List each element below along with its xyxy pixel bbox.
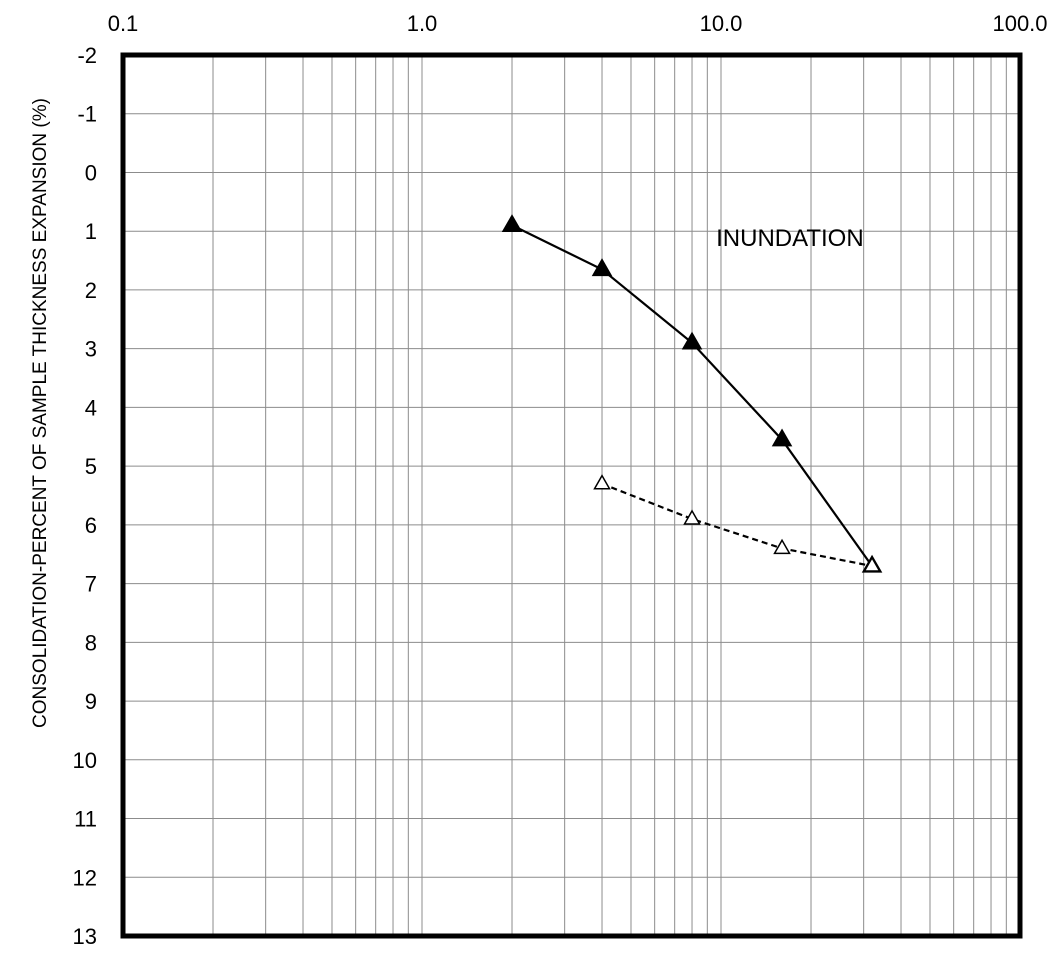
y-tick-label: 6 (85, 513, 97, 538)
y-tick-label: 9 (85, 689, 97, 714)
y-tick-label: 8 (85, 630, 97, 655)
x-tick-label: 10.0 (700, 11, 743, 36)
data-point-2-3 (773, 538, 791, 555)
data-point-2-1 (593, 474, 611, 490)
data-point-1-3 (681, 331, 703, 350)
data-point-1-1 (501, 214, 523, 233)
annotations: INUNDATION (716, 225, 864, 252)
series-line-2 (601, 482, 873, 568)
plot-frame (120, 52, 1023, 939)
data-point-2-4 (863, 556, 881, 572)
y-tick-label: 12 (73, 865, 97, 890)
y-tick-label: 10 (73, 748, 97, 773)
x-tick-label: 1.0 (407, 11, 438, 36)
y-tick-label: 11 (74, 807, 97, 832)
y-tick-label: 13 (73, 924, 97, 949)
data-point-1-4 (771, 428, 793, 447)
y-tick-label: 1 (85, 219, 97, 244)
series-group (501, 214, 883, 573)
plot-border (120, 52, 1023, 939)
grid (123, 55, 1020, 936)
data-point-2-2 (683, 509, 701, 525)
y-tick-label: -1 (77, 102, 97, 127)
y-tick-label: -2 (77, 43, 97, 68)
y-tick-label: 3 (85, 337, 97, 362)
data-point-1-2 (591, 258, 613, 277)
x-tick-labels: 0.1 1.0 10.0 100.0 (108, 11, 1048, 36)
y-tick-label: 5 (85, 454, 97, 479)
y-tick-label: 7 (85, 572, 97, 597)
x-tick-label: 100.0 (992, 11, 1047, 36)
y-tick-label: 4 (85, 395, 97, 420)
annotation-label: INUNDATION (716, 225, 864, 252)
y-tick-label: 2 (85, 278, 97, 303)
y-axis-title: CONSOLIDATION-PERCENT OF SAMPLE THICKNES… (30, 98, 51, 728)
x-tick-label: 0.1 (108, 11, 139, 36)
y-tick-label: 0 (85, 160, 97, 185)
